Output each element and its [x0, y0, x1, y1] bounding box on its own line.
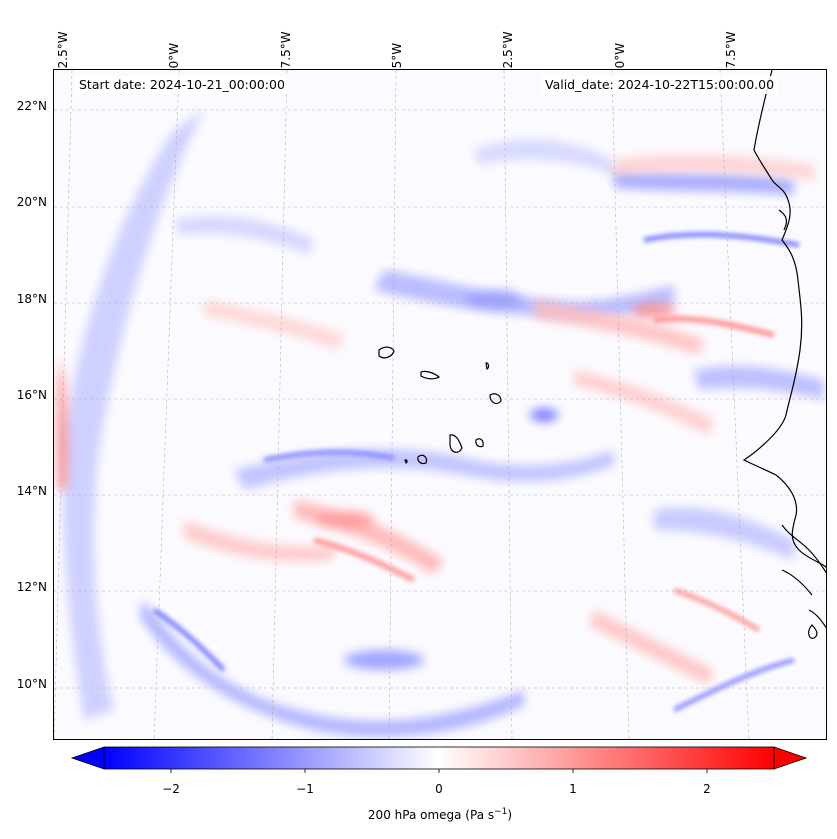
colorbar-tick-neg1: −1	[296, 782, 314, 796]
red-band-northwest	[204, 300, 344, 350]
red-band-southeast	[589, 610, 714, 685]
blue-band-northwest	[174, 216, 314, 255]
lat-label-12n: 12°N	[16, 580, 47, 594]
colorbar-title-exponent: −1	[494, 807, 508, 817]
strong-descent-blob	[530, 408, 558, 422]
red-band-east	[574, 370, 714, 435]
colorbar-tick-neg2: −2	[162, 782, 180, 796]
colorbar-title-close: )	[507, 808, 513, 822]
blue-blob-south	[344, 650, 424, 670]
boa-vista	[489, 393, 502, 405]
lat-label-20n: 20°N	[16, 195, 47, 209]
coast-detail-guinea	[781, 569, 813, 596]
sao-nicolau	[420, 370, 441, 380]
colorbar-title: 200 hPa omega (Pa s−1)	[0, 807, 837, 822]
streak-blue-1	[643, 232, 800, 248]
streak-blue-3	[263, 449, 395, 463]
start-date-label: Start date: 2024-10-21_00:00:00	[75, 76, 289, 94]
santiago	[449, 434, 463, 453]
coast-detail-gambia	[781, 524, 826, 574]
negative-omega-regions	[62, 110, 824, 737]
bijagos-islands	[808, 624, 818, 639]
blue-band-northeast	[614, 170, 794, 195]
red-blob-east	[632, 303, 676, 317]
sal	[485, 362, 490, 371]
coast-detail-bissau	[808, 609, 826, 629]
colorbar-max-extension	[773, 746, 808, 770]
streak-red-1	[653, 315, 775, 338]
omega-field	[54, 70, 826, 739]
lat-label-18n: 18°N	[16, 292, 47, 306]
gridlines	[54, 70, 826, 739]
blue-band-west	[62, 110, 205, 720]
map-panel[interactable]	[53, 69, 827, 740]
red-band-top-right	[614, 154, 814, 180]
colorbar-tick-1: 1	[569, 782, 577, 796]
streak-red-2	[313, 537, 416, 583]
fogo	[417, 454, 428, 465]
blue-band-top	[474, 139, 614, 175]
colorbar-min-extension	[70, 746, 105, 770]
lat-label-22n: 22°N	[16, 99, 47, 113]
red-band-northeast	[534, 300, 704, 355]
streak-red-3	[673, 587, 761, 633]
santo-antao	[378, 346, 395, 359]
african-coastline	[742, 70, 826, 568]
positive-omega-regions	[56, 154, 814, 685]
lat-label-16n: 16°N	[16, 388, 47, 402]
colorbar-tick-2: 2	[703, 782, 711, 796]
colorbar-ticks	[170, 769, 708, 773]
fine-structure	[152, 232, 800, 713]
lat-label-10n: 10°N	[16, 677, 47, 691]
brava	[404, 459, 408, 464]
lat-label-14n: 14°N	[16, 484, 47, 498]
blue-blob-north	[464, 290, 524, 310]
red-band-center-west	[184, 520, 334, 562]
red-blob-center	[314, 511, 374, 529]
colorbar-title-text: 200 hPa omega (Pa s	[367, 808, 495, 822]
colorbar-gradient	[103, 746, 775, 770]
blue-band-north	[374, 270, 674, 318]
maio	[475, 438, 484, 448]
blue-band-east-lower	[654, 507, 794, 560]
valid-date-label: Valid_date: 2024-10-22T15:00:00.00	[541, 76, 779, 94]
streak-blue-4	[672, 657, 795, 713]
colorbar	[70, 746, 808, 773]
coast-detail-1	[778, 209, 788, 231]
colorbar-tick-0: 0	[435, 782, 443, 796]
streak-blue-2	[152, 607, 226, 672]
coastlines	[378, 70, 826, 639]
blue-band-center	[234, 449, 614, 490]
